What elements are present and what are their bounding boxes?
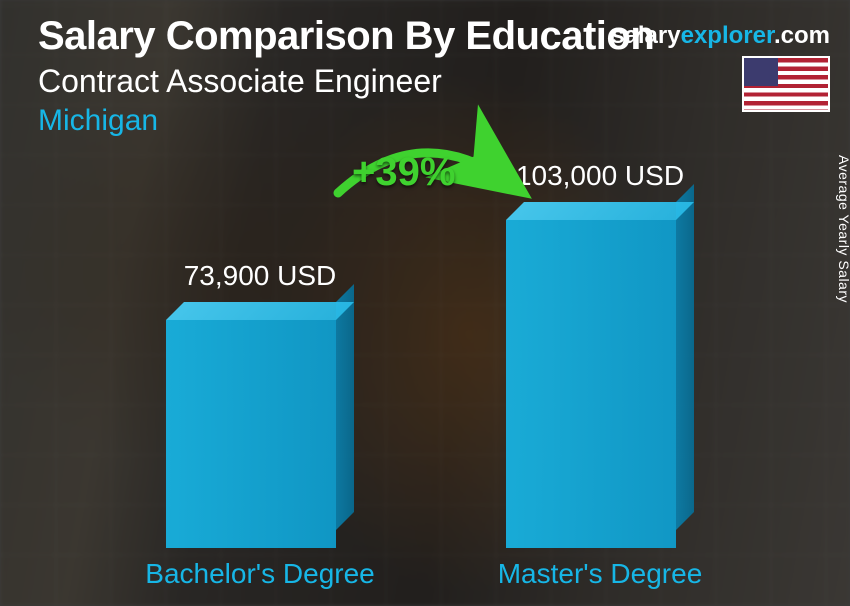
brand-part3: .com [774, 22, 830, 49]
job-title: Contract Associate Engineer [38, 63, 832, 100]
bar-masters: 103,000 USDMaster's Degree [470, 202, 730, 590]
bar-label-masters: Master's Degree [470, 558, 730, 590]
location: Michigan [38, 104, 832, 138]
bar-shape-masters [506, 202, 694, 548]
y-axis-label: Average Yearly Salary [836, 155, 850, 303]
bar-label-bachelors: Bachelor's Degree [130, 558, 390, 590]
bar-chart: 73,900 USDBachelor's Degree 103,000 USDMa… [60, 160, 770, 590]
bar-bachelors: 73,900 USDBachelor's Degree [130, 302, 390, 590]
brand-logo: salaryexplorer.com [611, 22, 830, 50]
brand-part1: salary [611, 22, 680, 49]
brand-part2: explorer [681, 22, 774, 49]
country-flag-us [742, 56, 830, 112]
percent-increase-badge: +39% [352, 150, 455, 195]
bar-shape-bachelors [166, 302, 354, 548]
